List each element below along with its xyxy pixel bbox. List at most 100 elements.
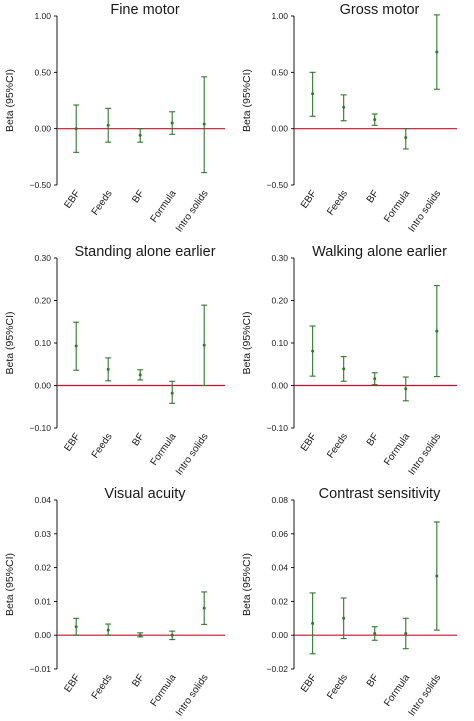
point-estimate [202,122,206,126]
x-tick-label: Intro solids [174,188,211,234]
y-tick-label: 1.00 [271,11,288,21]
y-tick-label: 0.20 [271,296,288,306]
y-tick-label: 0.30 [271,253,288,263]
chart-title: Contrast sensitivity [319,486,441,502]
point-estimate [74,344,78,348]
point-estimate [311,621,315,625]
chart-panel: Contrast sensitivity Beta (95%CI) 0.08 0.06… [241,486,457,718]
y-tick-label: 0.02 [271,596,288,606]
point-estimate [342,616,346,620]
x-tick-label: BF [365,431,381,448]
y-tick-label: 0.10 [271,338,288,348]
y-tick-label: 0.00 [271,381,288,391]
y-tick-label: 0.03 [34,529,51,539]
y-axis-label: Beta (95%CI) [241,553,253,616]
chart-title: Gross motor [340,2,420,18]
point-estimate [435,50,439,54]
point-estimate [342,105,346,109]
point-estimate [404,136,408,140]
x-tick-label: Feeds [325,431,350,460]
point-estimate [202,606,206,610]
x-tick-label: EBF [299,188,319,210]
point-estimate [404,387,408,391]
point-estimate [106,628,110,632]
y-tick-label: 0.00 [271,124,288,134]
chart-panel: Walking alone earlier Beta (95%CI) 0.30 0.2… [241,244,457,477]
x-tick-label: BF [365,672,381,689]
x-tick-label: Intro solids [174,431,211,477]
chart-title: Walking alone earlier [312,244,447,260]
point-estimate [435,329,439,333]
chart-panel: Fine motor Beta (95%CI) 1.00 0.50 0.00 −0.50 E… [4,2,225,234]
x-tick-label: Feeds [325,672,350,701]
y-axis-label: Beta (95%CI) [241,311,253,374]
y-axis-label: Beta (95%CI) [4,69,16,132]
point-estimate [342,367,346,371]
y-tick-label: 0.50 [271,67,288,77]
y-tick-label: 0.00 [34,124,51,134]
panels: Fine motor Beta (95%CI) 1.00 0.50 0.00 −0.50 E… [4,2,457,718]
point-estimate [170,121,174,125]
y-tick-label: 0.00 [34,630,51,640]
x-tick-label: Formula [382,431,412,468]
x-tick-label: EBF [299,431,319,453]
chart-panel: Standing alone earlier Beta (95%CI) 0.30 0.… [4,244,225,477]
x-tick-label: Intro solids [407,672,444,718]
y-tick-label: 0.00 [271,630,288,640]
point-estimate [138,373,142,377]
chart-title: Fine motor [110,2,179,18]
point-estimate [106,123,110,127]
y-tick-label: 0.06 [271,529,288,539]
chart-title: Visual acuity [104,486,186,502]
point-estimate [311,349,315,353]
y-tick-label: −0.50 [29,180,51,190]
chart-title: Standing alone earlier [74,244,215,260]
y-tick-label: 0.20 [34,296,51,306]
x-tick-label: Intro solids [174,672,211,718]
point-estimate [106,367,110,371]
x-tick-label: BF [130,188,146,205]
point-estimate [373,377,377,381]
point-estimate [435,574,439,578]
x-tick-label: EBF [299,672,319,694]
y-axis-label: Beta (95%CI) [4,311,16,374]
chart-panel: Gross motor Beta (95%CI) 1.00 0.50 0.00 −0.50… [241,2,457,234]
point-estimate [138,133,142,137]
y-tick-label: −0.50 [266,180,288,190]
y-tick-label: 0.50 [34,67,51,77]
point-estimate [202,343,206,347]
point-estimate [373,632,377,636]
point-estimate [138,633,142,637]
x-tick-label: Feeds [90,431,115,460]
y-tick-label: 0.04 [34,495,51,505]
y-tick-label: 0.00 [34,381,51,391]
y-tick-label: −0.02 [266,664,288,674]
point-estimate [170,633,174,637]
chart-panel: Visual acuity Beta (95%CI) 0.04 0.03 0.02 0.0… [4,486,225,718]
x-tick-label: EBF [62,672,82,694]
x-tick-label: Intro solids [407,431,444,477]
point-estimate [373,118,377,122]
x-tick-label: Feeds [325,188,350,217]
x-tick-label: Feeds [90,188,115,217]
y-tick-label: 0.04 [271,563,288,573]
y-tick-label: 0.02 [34,563,51,573]
x-tick-label: Formula [149,188,179,225]
x-tick-label: Formula [382,188,412,225]
x-tick-label: BF [365,188,381,205]
y-tick-label: 0.08 [271,495,288,505]
y-tick-label: 0.30 [34,253,51,263]
y-axis-label: Beta (95%CI) [241,69,253,132]
x-tick-label: Formula [149,672,179,709]
x-tick-label: Formula [382,672,412,709]
x-tick-label: BF [130,431,146,448]
point-estimate [74,625,78,629]
x-tick-label: Formula [149,431,179,468]
x-tick-label: EBF [62,431,82,453]
point-estimate [404,632,408,636]
x-tick-label: BF [130,672,146,689]
x-tick-label: Feeds [90,672,115,701]
point-estimate [170,391,174,395]
y-tick-label: −0.10 [266,423,288,433]
